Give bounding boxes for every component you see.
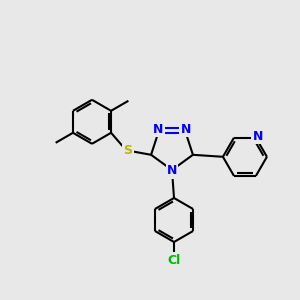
Text: N: N xyxy=(181,123,191,136)
Text: N: N xyxy=(167,164,177,178)
Text: N: N xyxy=(153,123,163,136)
Text: Cl: Cl xyxy=(167,254,181,266)
Text: N: N xyxy=(253,130,263,143)
Text: S: S xyxy=(124,144,133,157)
